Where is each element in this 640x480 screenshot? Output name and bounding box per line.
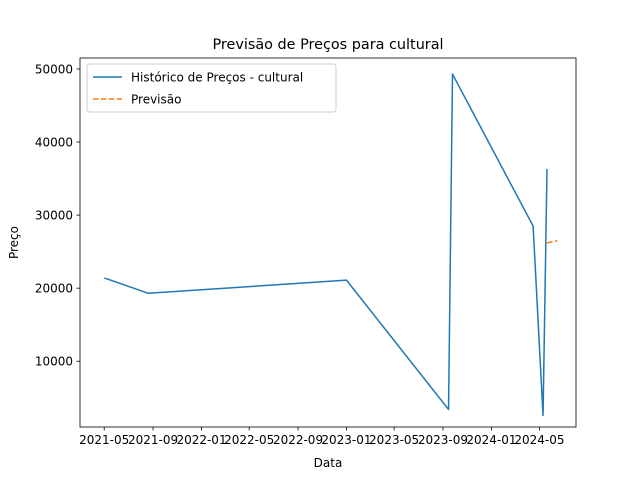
y-axis-label: Preço (7, 226, 21, 259)
x-axis-label: Data (314, 456, 343, 470)
x-tick-label: 2024-05 (514, 433, 564, 447)
legend-label: Histórico de Preços - cultural (131, 71, 303, 85)
y-tick-label: 20000 (35, 282, 73, 296)
series-layer (103, 73, 558, 417)
series-line-0 (103, 73, 548, 417)
legend-label: Previsão (131, 93, 181, 107)
plot-frame (79, 57, 577, 428)
plot-area (79, 57, 577, 428)
y-axis: 10000 20000 30000 40000 50000 (35, 62, 80, 369)
x-tick-label: 2021-05 (79, 433, 129, 447)
x-tick-label: 2023-09 (418, 433, 468, 447)
x-tick-label: 2023-05 (369, 433, 419, 447)
legend: Histórico de Preços - cultural Previsão (86, 63, 337, 113)
x-tick-label: 2022-05 (224, 433, 274, 447)
y-tick-label: 50000 (35, 62, 73, 76)
x-tick-label: 2022-09 (273, 433, 323, 447)
x-tick-label: 2021-09 (128, 433, 178, 447)
series-line-1 (546, 239, 558, 244)
chart-title: Previsão de Preços para cultural (212, 37, 443, 53)
y-tick-label: 30000 (35, 209, 73, 223)
y-tick-label: 40000 (35, 136, 73, 150)
x-tick-label: 2023-01 (321, 433, 371, 447)
y-tick-label: 10000 (35, 355, 73, 369)
x-axis: 2021-052021-092022-012022-052022-092023-… (79, 427, 565, 447)
x-tick-label: 2022-01 (176, 433, 226, 447)
x-tick-label: 2024-01 (466, 433, 516, 447)
legend-box (86, 63, 337, 113)
